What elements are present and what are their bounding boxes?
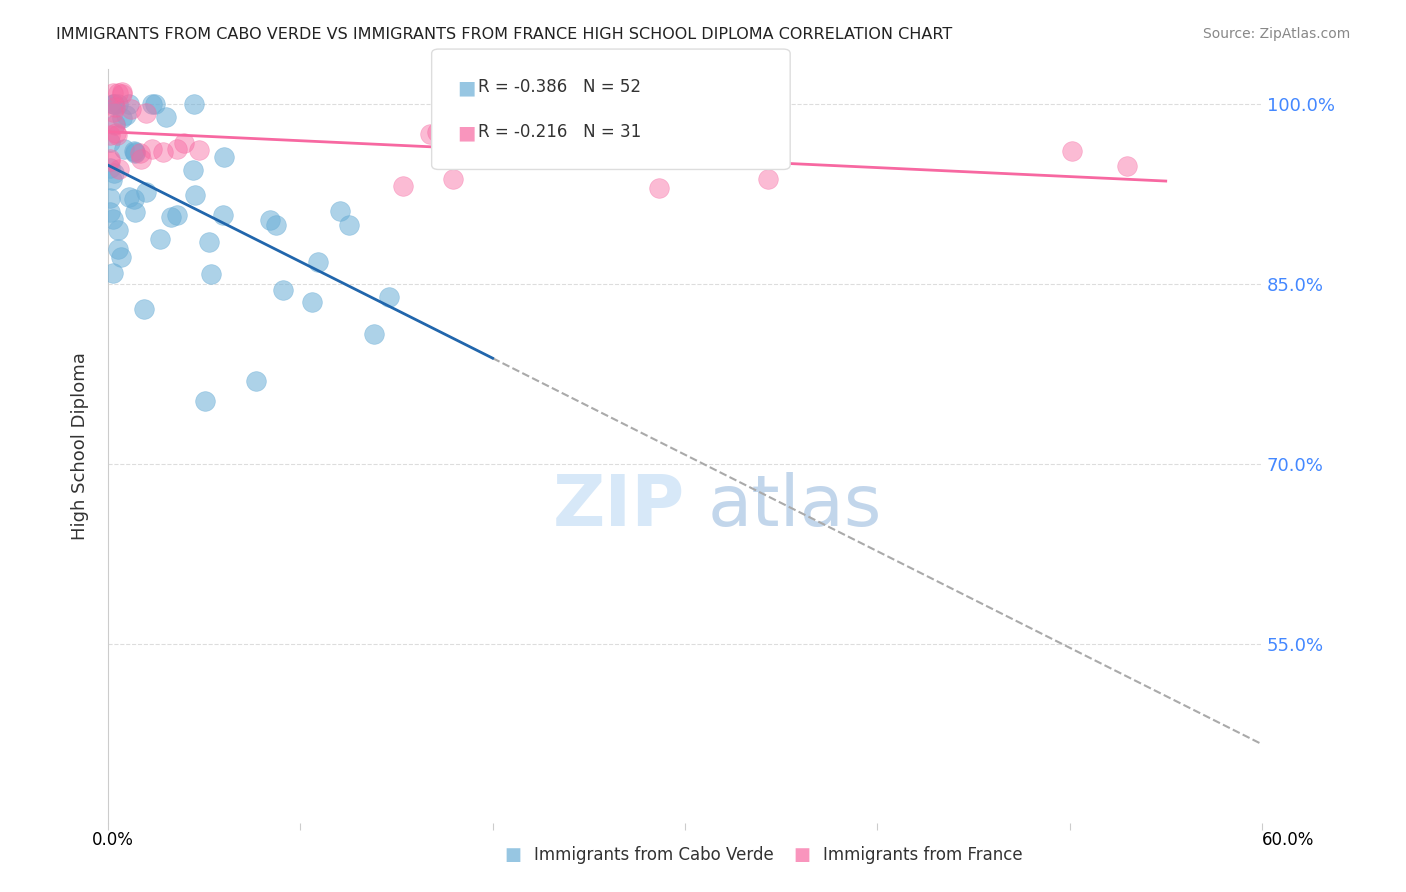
- Point: [124, 205, 146, 219]
- Point: [103, 166, 125, 180]
- Point: [245, 374, 267, 388]
- Point: [648, 181, 671, 195]
- Point: [111, 87, 134, 101]
- Point: [107, 223, 129, 237]
- Point: [110, 111, 132, 125]
- Point: [104, 100, 127, 114]
- Point: [101, 211, 124, 226]
- Point: [98, 135, 121, 149]
- Point: [266, 218, 288, 232]
- Text: ZIP: ZIP: [553, 472, 685, 541]
- Point: [124, 192, 146, 206]
- Text: ■: ■: [505, 846, 522, 863]
- Point: [104, 117, 127, 131]
- Point: [363, 327, 385, 342]
- Point: [114, 108, 136, 122]
- Point: [141, 142, 163, 156]
- Point: [183, 97, 205, 112]
- Point: [143, 97, 166, 112]
- Point: [337, 218, 360, 232]
- Point: [103, 97, 125, 112]
- Point: [259, 212, 281, 227]
- Point: [101, 104, 124, 119]
- Point: [110, 250, 132, 264]
- Point: [643, 138, 665, 153]
- Point: [107, 162, 129, 177]
- Point: [166, 142, 188, 156]
- Point: [187, 143, 209, 157]
- Text: atlas: atlas: [709, 472, 883, 541]
- Point: [378, 290, 401, 304]
- Text: IMMIGRANTS FROM CABO VERDE VS IMMIGRANTS FROM FRANCE HIGH SCHOOL DIPLOMA CORRELA: IMMIGRANTS FROM CABO VERDE VS IMMIGRANTS…: [56, 27, 952, 42]
- Text: Source: ZipAtlas.com: Source: ZipAtlas.com: [1202, 27, 1350, 41]
- Text: ■: ■: [793, 846, 810, 863]
- Point: [124, 145, 146, 160]
- Point: [111, 86, 134, 100]
- Point: [198, 235, 221, 250]
- Point: [118, 97, 141, 112]
- Point: [104, 126, 127, 140]
- Point: [426, 125, 449, 139]
- Text: R = -0.216   N = 31: R = -0.216 N = 31: [478, 123, 641, 141]
- Point: [98, 191, 121, 205]
- Point: [98, 161, 121, 175]
- Point: [103, 97, 125, 112]
- Point: [271, 283, 294, 297]
- Point: [1116, 159, 1139, 173]
- Point: [122, 145, 145, 159]
- Point: [135, 106, 157, 120]
- Text: 60.0%: 60.0%: [1263, 831, 1315, 849]
- Point: [141, 97, 163, 112]
- Point: [419, 127, 441, 141]
- Point: [98, 152, 121, 166]
- Point: [329, 203, 352, 218]
- Point: [307, 255, 329, 269]
- Point: [441, 172, 464, 186]
- Point: [105, 128, 128, 142]
- Point: [100, 153, 122, 168]
- Point: [101, 86, 124, 100]
- Point: [173, 136, 195, 150]
- Point: [166, 208, 188, 222]
- Point: [101, 266, 124, 280]
- Point: [184, 188, 207, 202]
- Point: [107, 242, 129, 256]
- Point: [132, 301, 155, 316]
- Point: [214, 150, 236, 164]
- Point: [194, 394, 217, 409]
- Point: [118, 190, 141, 204]
- Point: [104, 118, 127, 132]
- Point: [124, 145, 146, 159]
- Text: ■: ■: [457, 78, 475, 97]
- Y-axis label: High School Diploma: High School Diploma: [72, 352, 89, 540]
- Point: [101, 173, 124, 187]
- Point: [129, 153, 152, 167]
- Point: [756, 172, 779, 186]
- Point: [107, 97, 129, 112]
- Text: ■: ■: [457, 123, 475, 142]
- Point: [112, 142, 135, 156]
- Point: [181, 162, 204, 177]
- Text: Immigrants from France: Immigrants from France: [823, 846, 1022, 863]
- Point: [98, 204, 121, 219]
- Point: [98, 128, 121, 142]
- Point: [120, 103, 142, 117]
- Point: [128, 146, 150, 161]
- Point: [107, 86, 129, 100]
- Point: [160, 211, 183, 225]
- Point: [1062, 145, 1084, 159]
- Text: Immigrants from Cabo Verde: Immigrants from Cabo Verde: [534, 846, 775, 863]
- Text: 0.0%: 0.0%: [91, 831, 134, 849]
- Point: [135, 185, 157, 199]
- Point: [148, 232, 170, 246]
- Point: [211, 208, 233, 222]
- Point: [152, 145, 174, 159]
- Point: [301, 295, 323, 310]
- Point: [155, 111, 177, 125]
- Point: [103, 97, 125, 112]
- Point: [200, 267, 222, 281]
- Point: [392, 178, 415, 193]
- Text: R = -0.386   N = 52: R = -0.386 N = 52: [478, 78, 641, 96]
